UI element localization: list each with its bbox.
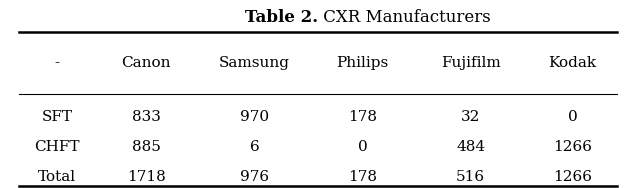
Text: 833: 833 bbox=[132, 110, 161, 124]
Text: 516: 516 bbox=[456, 170, 485, 184]
Text: -: - bbox=[55, 56, 60, 70]
Text: 6: 6 bbox=[249, 140, 259, 154]
Text: 976: 976 bbox=[240, 170, 269, 184]
Text: 484: 484 bbox=[456, 140, 485, 154]
Text: 32: 32 bbox=[461, 110, 480, 124]
Text: 0: 0 bbox=[357, 140, 368, 154]
Text: Table 2.: Table 2. bbox=[245, 9, 318, 26]
Text: CXR Manufacturers: CXR Manufacturers bbox=[318, 9, 491, 26]
Text: 885: 885 bbox=[132, 140, 161, 154]
Text: 970: 970 bbox=[240, 110, 269, 124]
Text: CHFT: CHFT bbox=[34, 140, 80, 154]
Text: Philips: Philips bbox=[336, 56, 389, 70]
Text: Samsung: Samsung bbox=[219, 56, 290, 70]
Text: 178: 178 bbox=[348, 170, 377, 184]
Text: Total: Total bbox=[38, 170, 76, 184]
Text: 178: 178 bbox=[348, 110, 377, 124]
Text: Kodak: Kodak bbox=[548, 56, 597, 70]
Text: 1718: 1718 bbox=[127, 170, 165, 184]
Text: 1266: 1266 bbox=[553, 170, 592, 184]
Text: 0: 0 bbox=[567, 110, 577, 124]
Text: Canon: Canon bbox=[121, 56, 171, 70]
Text: Fujifilm: Fujifilm bbox=[441, 56, 501, 70]
Text: SFT: SFT bbox=[42, 110, 73, 124]
Text: 1266: 1266 bbox=[553, 140, 592, 154]
